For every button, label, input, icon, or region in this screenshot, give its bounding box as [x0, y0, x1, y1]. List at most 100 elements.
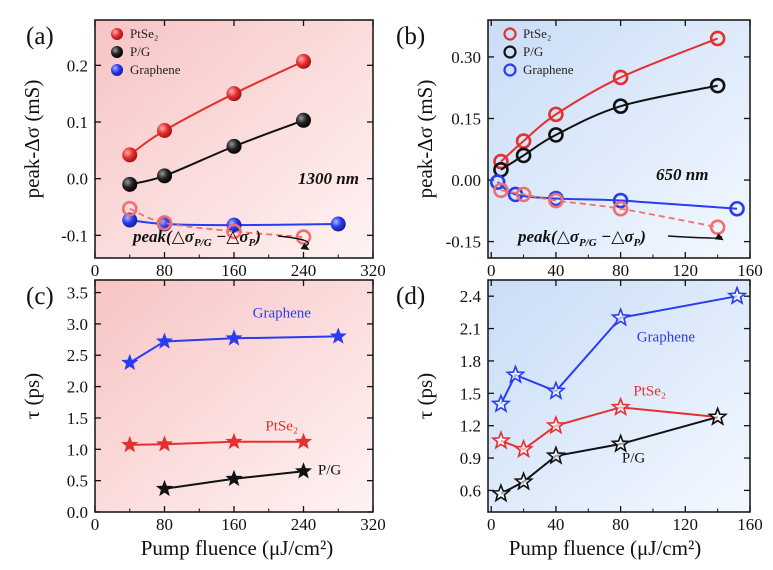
y-tick-label: 3.0	[67, 315, 88, 334]
y-tick-label: 0.5	[67, 472, 88, 491]
series-p-g	[122, 112, 311, 192]
legend-marker	[503, 63, 517, 77]
y-tick-label: 0.0	[67, 170, 88, 189]
data-point	[493, 182, 509, 199]
x-tick-label: 320	[360, 515, 386, 534]
y-tick-label: 0.30	[451, 48, 481, 67]
data-point	[709, 219, 726, 236]
data-point	[296, 112, 311, 128]
wavelength-label: 650 nm	[656, 165, 708, 184]
x-tick-label: 0	[487, 261, 496, 280]
y-axis-title: peak-Δσ (mS)	[413, 80, 437, 199]
data-point	[155, 435, 174, 452]
data-point	[155, 332, 174, 349]
data-point	[296, 53, 311, 69]
data-point	[157, 168, 172, 184]
panel-c: (c) 0 80 160 240 320 0.0 0.5 1.0 1.5 2.0 2.5 3.0 3.5 τ…	[20, 279, 386, 534]
data-point	[226, 223, 242, 240]
data-point	[610, 396, 631, 417]
data-point	[295, 229, 312, 245]
series-label-ptse: PtSe₂	[265, 418, 298, 434]
series-peak-p-g-p	[121, 200, 312, 245]
y-tick-label: 2.5	[67, 346, 88, 365]
data-point	[707, 406, 728, 426]
data-point	[515, 147, 532, 164]
series-label-ptse: PtSe₂	[633, 383, 666, 399]
plot-background	[488, 20, 750, 258]
data-point	[122, 147, 138, 163]
y-tick-label: 3.5	[67, 284, 88, 303]
legend-marker	[111, 28, 123, 40]
annotation-arrowhead	[300, 243, 310, 251]
series-graphene	[490, 285, 748, 413]
data-point	[490, 393, 512, 413]
annotation-arrowhead	[714, 233, 724, 241]
data-point	[294, 462, 313, 479]
y-tick-label: 0.2	[67, 56, 88, 75]
data-point	[610, 433, 631, 453]
data-point	[612, 192, 629, 209]
y-tick-label: 0.9	[460, 449, 481, 468]
data-point	[121, 353, 139, 371]
data-point	[548, 106, 564, 123]
legend-label: Graphene	[130, 62, 181, 77]
data-point	[490, 482, 512, 503]
difference-label: peak(△σP/G −△σP)	[516, 227, 646, 249]
legend-marker	[503, 45, 517, 59]
series-p-g	[490, 406, 728, 503]
y-axis-title: peak-Δσ (mS)	[20, 80, 44, 199]
axes-frame	[487, 279, 751, 513]
x-axis-title-right: Pump fluence (μJ/cm²)	[509, 536, 702, 560]
x-tick-label: 240	[291, 515, 317, 534]
x-tick-label: 160	[221, 261, 247, 280]
x-tick-label: 80	[612, 515, 629, 534]
data-point	[489, 174, 506, 190]
panel-a: (a) 0 80 160 240 320 -0.1 0.0 0.1 0.2 peak-Δσ (mS)…	[20, 19, 386, 280]
y-tick-label: 1.5	[460, 384, 481, 403]
legend-marker	[111, 46, 123, 58]
data-point	[330, 216, 346, 232]
series-ptse	[493, 30, 726, 170]
y-tick-label: 2.1	[460, 320, 481, 339]
series-label-graphene: Graphene	[253, 306, 312, 322]
data-point	[226, 86, 242, 102]
data-point	[225, 329, 243, 346]
x-tick-label: 120	[673, 515, 699, 534]
axes-frame	[94, 19, 374, 259]
data-point	[156, 215, 173, 231]
y-tick-label: -0.1	[61, 226, 88, 245]
data-point	[157, 123, 172, 138]
x-tick-label: 80	[156, 515, 173, 534]
x-tick-label: 240	[291, 261, 317, 280]
data-point	[505, 364, 526, 384]
data-point	[155, 479, 174, 497]
x-tick-label: 320	[360, 261, 386, 280]
legend-label: P/G	[130, 44, 150, 59]
data-point	[225, 469, 243, 487]
data-point	[726, 285, 748, 305]
x-tick-label: 160	[737, 261, 763, 280]
x-tick-label: 160	[737, 515, 763, 534]
panel-label: (d)	[396, 283, 425, 310]
axes-frame	[487, 19, 751, 259]
difference-label: peak(△σP/G −△σP)	[131, 227, 261, 249]
series-line	[129, 335, 339, 364]
series-label-p-g: P/G	[622, 450, 646, 466]
y-tick-label: 0.0	[67, 503, 88, 522]
y-axis-title: τ (ps)	[413, 373, 437, 419]
series-line	[129, 207, 304, 238]
data-point	[225, 432, 243, 450]
legend-marker	[111, 64, 123, 76]
data-point	[513, 438, 534, 459]
y-tick-label: 0.15	[451, 109, 481, 128]
y-axis-title: τ (ps)	[20, 373, 44, 419]
x-tick-label: 80	[612, 261, 629, 280]
y-tick-label: 1.5	[67, 409, 88, 428]
data-point	[545, 445, 567, 465]
legend-label: P/G	[523, 44, 543, 59]
data-point	[612, 98, 629, 114]
panel-d: (d) 0 40 80 120 160 0.6 0.9 1.2 1.5 1.8 2.1 2.4 τ (ps…	[396, 279, 763, 534]
series-ptse	[122, 53, 311, 163]
panel-b: (b) 0 40 80 120 160 -0.15 0.00 0.15 0.30 peak-Δσ (…	[396, 19, 763, 280]
